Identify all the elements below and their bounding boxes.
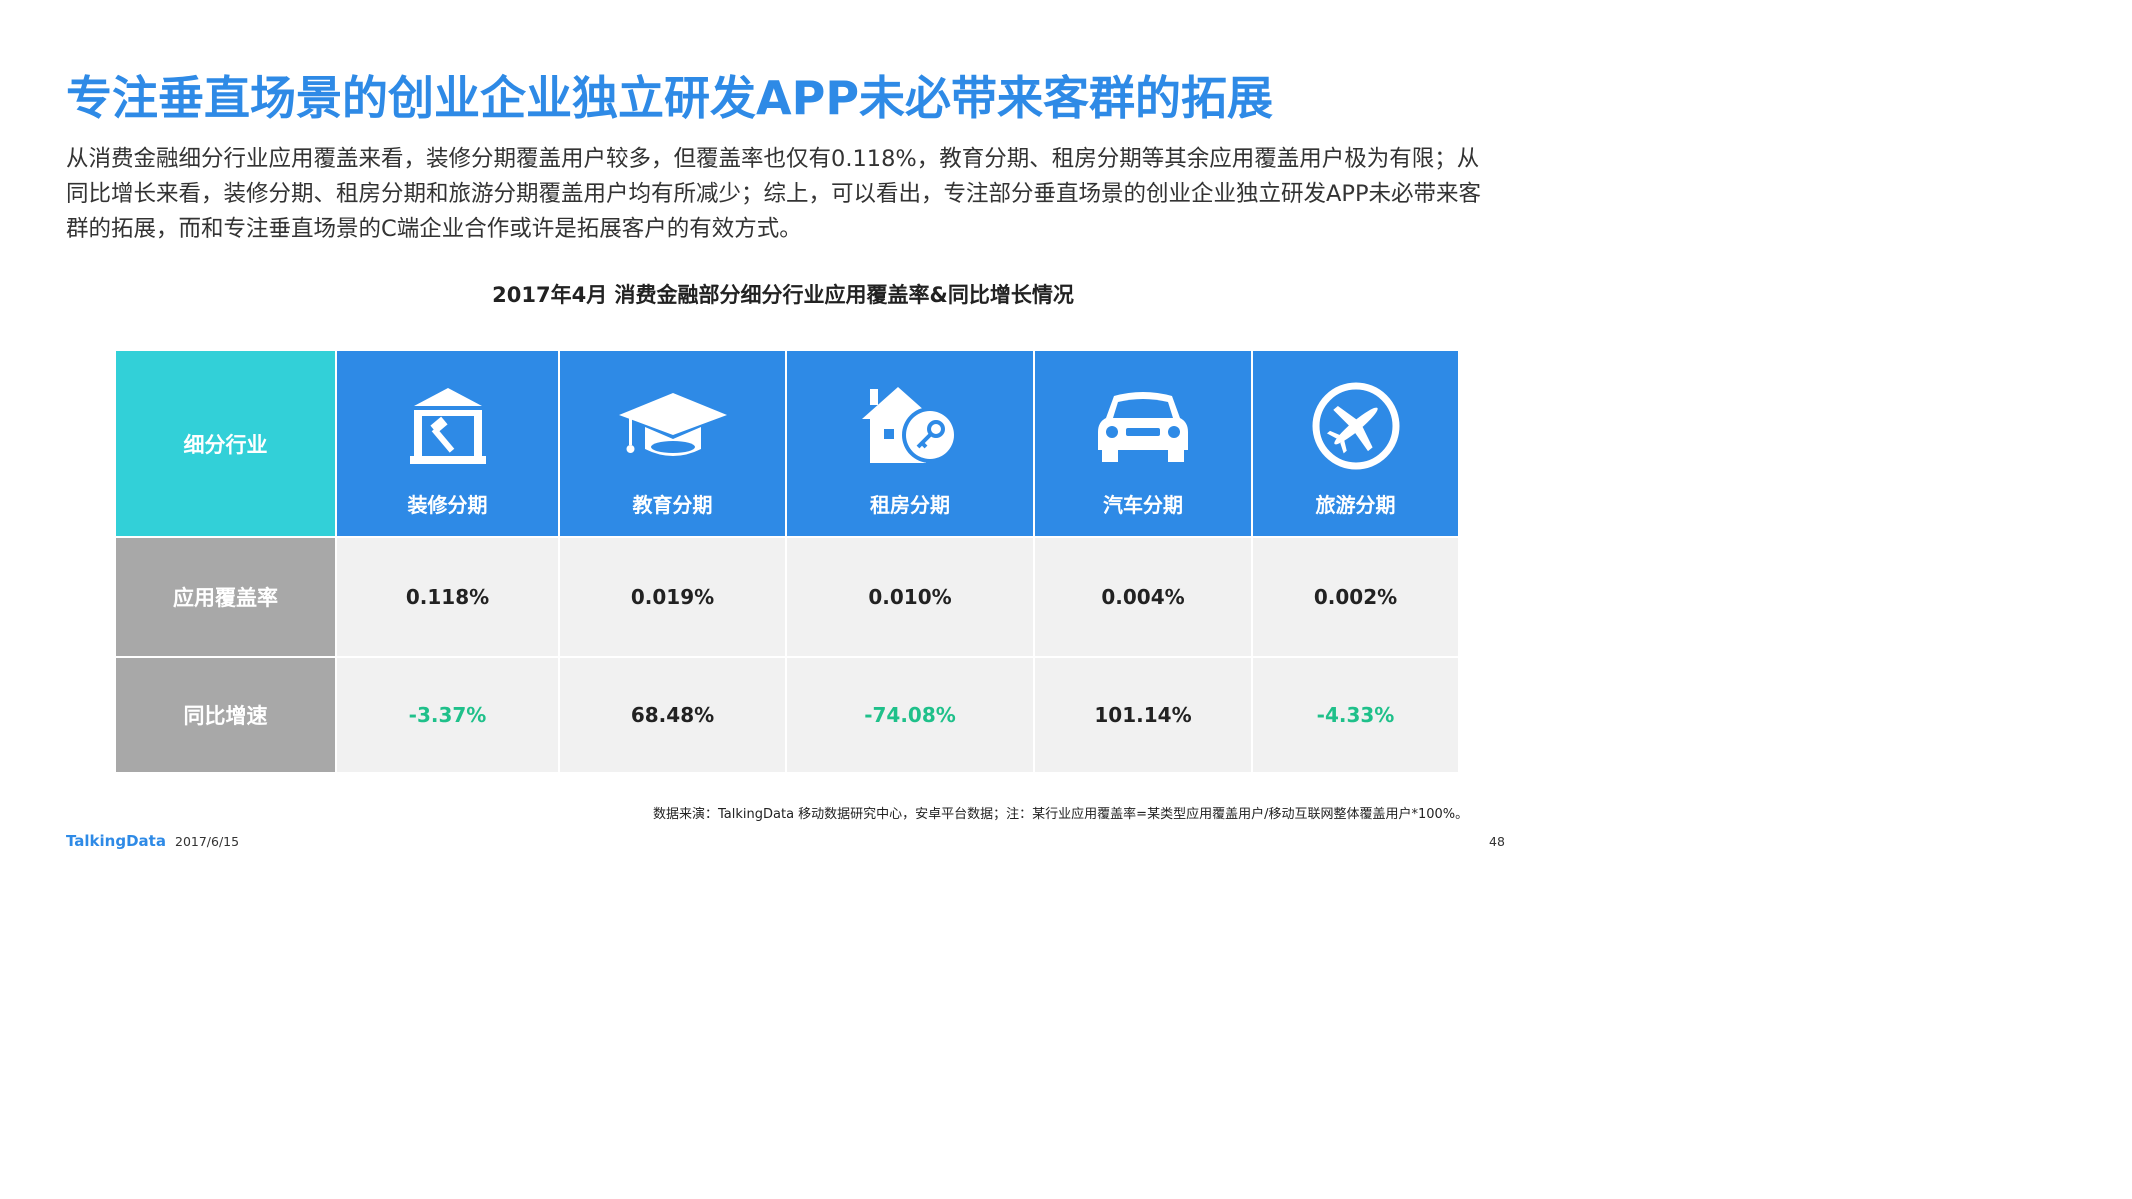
column-label: 租房分期 bbox=[870, 493, 950, 517]
graduation-cap-icon bbox=[618, 393, 727, 456]
growth-cell: -74.08% bbox=[787, 658, 1033, 772]
column-label: 旅游分期 bbox=[1315, 493, 1396, 517]
car-icon bbox=[1098, 392, 1188, 462]
column-header-rental: 租房分期 bbox=[787, 351, 1033, 536]
growth-cell: -3.37% bbox=[337, 658, 558, 772]
coverage-value: 0.002% bbox=[1313, 585, 1398, 609]
coverage-value: 0.010% bbox=[868, 585, 952, 609]
row-label-text: 同比增速 bbox=[183, 704, 268, 728]
corner-header: 细分行业 bbox=[116, 351, 335, 536]
brand-logo: TalkingData bbox=[66, 832, 166, 850]
growth-value: -74.08% bbox=[864, 703, 956, 727]
corner-header-label: 细分行业 bbox=[183, 432, 268, 457]
coverage-cell: 0.118% bbox=[337, 538, 558, 656]
source-note: 数据来演：TalkingData 移动数据研究中心，安卓平台数据；注：某行业应用… bbox=[653, 807, 1469, 822]
column-header-renovation: 装修分期 bbox=[337, 351, 558, 536]
growth-value: -4.33% bbox=[1316, 703, 1395, 727]
industry-table: 细分行业 装修分期 教育分期 bbox=[116, 351, 1458, 772]
construction-icon bbox=[409, 388, 486, 464]
coverage-value: 0.118% bbox=[405, 585, 490, 609]
footer-date: 2017/6/15 bbox=[175, 834, 240, 849]
coverage-value: 0.019% bbox=[630, 585, 715, 609]
coverage-cell: 0.019% bbox=[560, 538, 785, 656]
growth-cell: 101.14% bbox=[1035, 658, 1251, 772]
coverage-cell: 0.002% bbox=[1253, 538, 1458, 656]
column-label: 汽车分期 bbox=[1103, 493, 1183, 517]
airplane-icon bbox=[1312, 382, 1399, 470]
column-header-auto: 汽车分期 bbox=[1035, 351, 1251, 536]
intro-paragraph: 从消费金融细分行业应用覆盖来看，装修分期覆盖用户较多，但覆盖率也仅有0.118%… bbox=[66, 146, 1482, 242]
page-number: 48 bbox=[1489, 834, 1505, 849]
column-label: 教育分期 bbox=[632, 493, 713, 517]
column-header-education: 教育分期 bbox=[560, 351, 785, 536]
column-header-travel: 旅游分期 bbox=[1253, 351, 1458, 536]
table-title: 2017年4月 消费金融部分细分行业应用覆盖率&同比增长情况 bbox=[492, 283, 1074, 307]
row-label-coverage: 应用覆盖率 bbox=[116, 538, 335, 656]
growth-cell: 68.48% bbox=[560, 658, 785, 772]
house-key-icon bbox=[862, 387, 958, 463]
growth-cell: -4.33% bbox=[1253, 658, 1458, 772]
column-label: 装修分期 bbox=[407, 493, 488, 517]
growth-value: 101.14% bbox=[1094, 703, 1192, 727]
coverage-value: 0.004% bbox=[1101, 585, 1185, 609]
growth-value: 68.48% bbox=[630, 703, 715, 727]
coverage-cell: 0.004% bbox=[1035, 538, 1251, 656]
coverage-cell: 0.010% bbox=[787, 538, 1033, 656]
growth-value: -3.37% bbox=[408, 703, 487, 727]
row-label-text: 应用覆盖率 bbox=[173, 586, 278, 610]
row-label-growth: 同比增速 bbox=[116, 658, 335, 772]
page-title: 专注垂直场景的创业企业独立研发APP未必带来客群的拓展 bbox=[66, 71, 1274, 125]
